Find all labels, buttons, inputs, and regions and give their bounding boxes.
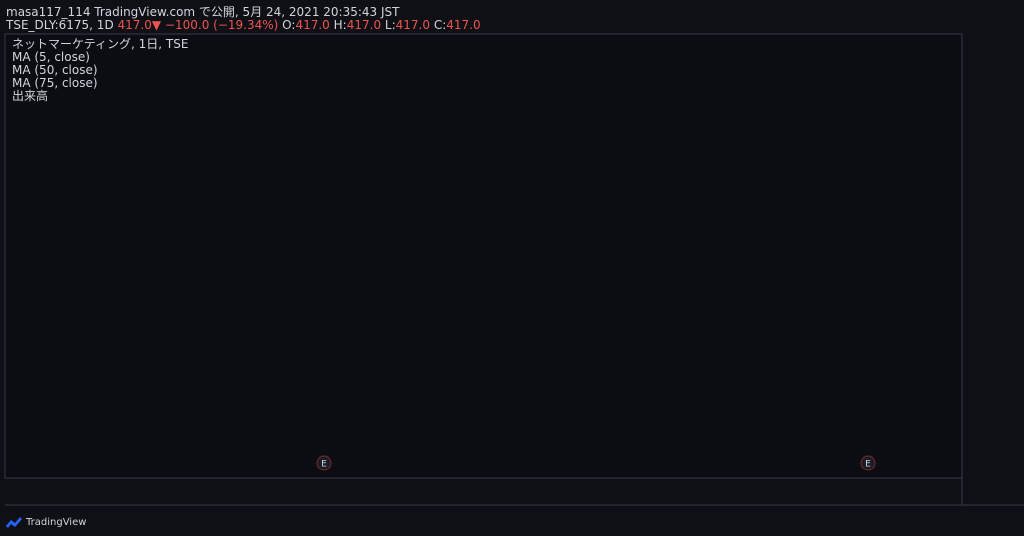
ohlc-value: 417.0 <box>295 18 330 32</box>
ohlc-key: O: <box>282 18 296 32</box>
chart-title: ネットマーケティング, 1日, TSE <box>12 37 189 51</box>
event-marker: E E <box>316 455 876 471</box>
footer-brand: TradingView <box>25 517 86 528</box>
header-line: masa117_114 TradingView.com で公開, 5月 24, … <box>6 5 400 19</box>
legend-entry: 出来高 <box>12 89 49 103</box>
legend-entry: MA (50, close) <box>12 63 98 77</box>
ohlc-key: C: <box>433 18 447 32</box>
quote-line: TSE_DLY:6175, 1D 417.0▼ −100.0 (−19.34%)… <box>6 18 481 32</box>
logo-icon <box>6 517 22 528</box>
last: 417.0 <box>117 18 152 32</box>
ohlc-value: 417.0 <box>446 18 481 32</box>
change: −100.0 (−19.34%) <box>164 18 279 32</box>
ohlc-value: 417.0 <box>395 18 430 32</box>
event-label: E <box>865 460 871 470</box>
chart-pane <box>4 33 963 479</box>
legend: ネットマーケティング, 1日, TSE MA (5, close) MA (50… <box>12 38 188 103</box>
legend-entry: MA (75, close) <box>12 76 98 90</box>
event-label: E <box>321 460 327 470</box>
footer-logo: TradingView <box>6 517 86 528</box>
legend-entry: MA (5, close) <box>12 50 90 64</box>
event-icon <box>860 455 876 471</box>
ohlc-key: L: <box>384 18 396 32</box>
event-icon <box>316 455 332 471</box>
arrow: ▼ <box>151 18 162 32</box>
ohlc-key: H: <box>333 18 347 32</box>
symbol: TSE_DLY:6175, 1D <box>6 18 114 32</box>
ohlc-value: 417.0 <box>346 18 382 32</box>
